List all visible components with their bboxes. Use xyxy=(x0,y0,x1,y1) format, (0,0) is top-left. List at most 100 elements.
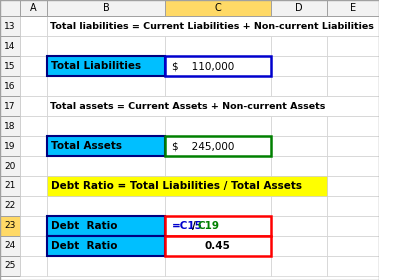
Bar xyxy=(327,216,379,236)
Bar xyxy=(47,136,165,156)
Text: C19: C19 xyxy=(198,221,220,231)
Bar xyxy=(0,0,20,16)
Bar xyxy=(165,196,271,216)
Bar xyxy=(20,96,47,116)
Text: A: A xyxy=(30,3,37,13)
Bar xyxy=(20,16,47,36)
Bar xyxy=(271,156,327,176)
Bar xyxy=(0,216,20,236)
Bar xyxy=(0,96,20,116)
Bar xyxy=(20,256,47,276)
Text: Debt Ratio = Total Liabilities / Total Assets: Debt Ratio = Total Liabilities / Total A… xyxy=(51,181,302,191)
Bar xyxy=(47,176,327,196)
Text: Total Liabilities: Total Liabilities xyxy=(51,61,142,71)
Bar xyxy=(165,76,271,96)
Bar xyxy=(47,76,165,96)
Bar xyxy=(327,256,379,276)
Bar xyxy=(47,0,165,16)
Bar xyxy=(20,176,47,196)
Bar xyxy=(47,16,165,36)
Bar xyxy=(20,76,47,96)
Bar xyxy=(165,0,271,16)
Bar xyxy=(47,96,165,116)
Bar xyxy=(165,156,271,176)
Bar xyxy=(327,96,379,116)
Bar xyxy=(47,156,165,176)
Bar xyxy=(271,0,327,16)
Bar xyxy=(271,256,327,276)
Bar xyxy=(20,156,47,176)
Bar xyxy=(47,56,165,76)
Text: 25: 25 xyxy=(4,262,16,270)
Bar xyxy=(20,0,47,16)
Bar xyxy=(47,36,165,56)
Text: 23: 23 xyxy=(4,221,16,230)
Bar xyxy=(271,96,327,116)
Text: 16: 16 xyxy=(4,81,16,90)
Bar xyxy=(327,76,379,96)
Bar xyxy=(165,136,271,156)
Text: Total assets = Current Assets + Non-current Assets: Total assets = Current Assets + Non-curr… xyxy=(50,102,325,111)
Bar xyxy=(47,56,165,76)
Bar xyxy=(165,116,271,136)
Text: 21: 21 xyxy=(4,181,16,190)
Text: E: E xyxy=(350,3,356,13)
Bar xyxy=(165,256,271,276)
Bar xyxy=(271,136,327,156)
Text: 13: 13 xyxy=(4,22,16,31)
Bar xyxy=(165,176,271,196)
Bar xyxy=(0,76,20,96)
Bar xyxy=(47,216,165,236)
Bar xyxy=(327,116,379,136)
Text: $    110,000: $ 110,000 xyxy=(172,61,235,71)
Bar xyxy=(271,16,327,36)
Bar xyxy=(165,56,271,76)
Text: $    245,000: $ 245,000 xyxy=(172,141,235,151)
Bar xyxy=(47,196,165,216)
Bar xyxy=(327,56,379,76)
Bar xyxy=(47,96,379,116)
Text: Debt  Ratio: Debt Ratio xyxy=(51,241,118,251)
Bar xyxy=(0,116,20,136)
Bar xyxy=(327,236,379,256)
Bar xyxy=(47,16,379,36)
Text: =C15: =C15 xyxy=(172,221,203,231)
Text: Total liabilities = Current Liabilities + Non-current Liabilities: Total liabilities = Current Liabilities … xyxy=(50,22,373,31)
Bar xyxy=(165,236,271,256)
Text: /: / xyxy=(192,221,196,231)
Bar xyxy=(271,176,327,196)
Bar xyxy=(20,216,47,236)
Text: 0.45: 0.45 xyxy=(205,241,231,251)
Bar xyxy=(20,196,47,216)
Bar xyxy=(47,216,165,236)
Text: 22: 22 xyxy=(4,202,16,211)
Bar xyxy=(0,56,20,76)
Bar xyxy=(271,36,327,56)
Text: 17: 17 xyxy=(4,102,16,111)
Bar xyxy=(327,16,379,36)
Bar xyxy=(0,176,20,196)
Text: D: D xyxy=(295,3,302,13)
Bar xyxy=(0,156,20,176)
Bar xyxy=(20,116,47,136)
Bar xyxy=(47,176,165,196)
Bar xyxy=(165,96,271,116)
Text: 15: 15 xyxy=(4,62,16,71)
Text: 18: 18 xyxy=(4,122,16,130)
Bar xyxy=(47,236,165,256)
Text: C: C xyxy=(215,3,221,13)
Text: 20: 20 xyxy=(4,162,16,171)
Bar xyxy=(20,56,47,76)
Bar xyxy=(47,116,165,136)
Bar xyxy=(271,196,327,216)
Text: 14: 14 xyxy=(4,41,16,50)
Bar xyxy=(165,216,271,236)
Bar xyxy=(327,156,379,176)
Bar xyxy=(165,36,271,56)
Bar xyxy=(327,176,379,196)
Bar xyxy=(271,216,327,236)
Bar xyxy=(20,136,47,156)
Bar xyxy=(165,236,271,256)
Bar xyxy=(47,256,165,276)
Bar xyxy=(0,16,20,36)
